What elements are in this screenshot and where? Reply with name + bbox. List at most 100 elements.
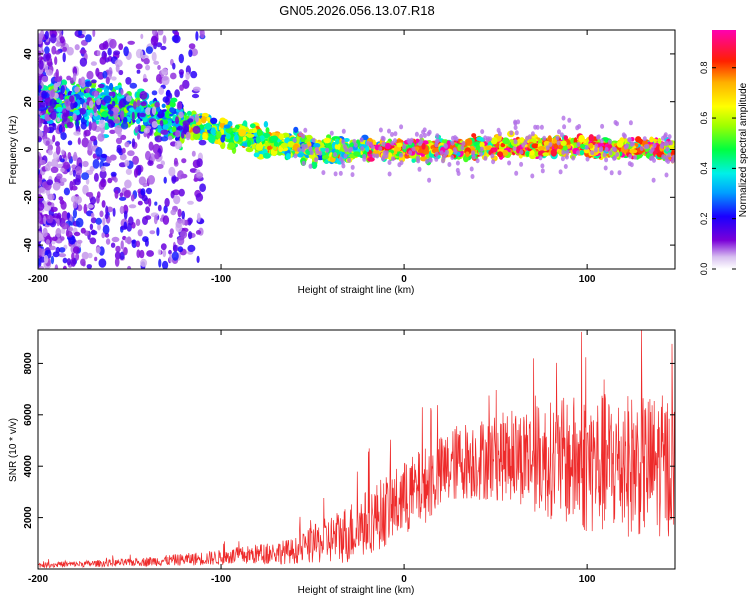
heatmap-cell <box>51 158 59 169</box>
heatmap-cell <box>372 153 376 159</box>
heatmap-cell <box>69 170 73 176</box>
heatmap-cell <box>652 157 656 163</box>
heatmap-cell <box>311 137 316 143</box>
heatmap-cell <box>135 218 141 226</box>
heatmap-cell <box>301 160 306 166</box>
heatmap-cell <box>381 141 386 147</box>
x-tick-label: 0 <box>401 274 407 285</box>
heatmap-cell <box>301 147 306 153</box>
heatmap-cell <box>44 46 50 55</box>
heatmap-cell <box>119 251 125 260</box>
heatmap-cell <box>521 142 526 148</box>
heatmap-cell <box>73 131 81 136</box>
heatmap-cell <box>616 140 624 148</box>
heatmap-cell <box>66 46 74 56</box>
heatmap-cell <box>178 53 184 64</box>
heatmap-cell <box>38 84 42 90</box>
heatmap-cell <box>333 171 338 177</box>
heatmap-cell <box>381 156 386 162</box>
heatmap-cell <box>259 135 265 142</box>
heatmap-cell <box>273 140 278 148</box>
heatmap-cell <box>47 149 53 156</box>
heatmap-cell <box>138 176 147 186</box>
heatmap-cell <box>483 155 488 161</box>
heatmap-cell <box>145 64 151 71</box>
heatmap-cell <box>441 158 445 164</box>
heatmap-cell <box>168 233 173 238</box>
heatmap-cell <box>382 150 387 156</box>
heatmap-cell <box>56 30 62 34</box>
heatmap-cell <box>553 143 559 150</box>
heatmap-cell <box>500 142 506 148</box>
heatmap-cell <box>192 132 201 140</box>
heatmap-cell <box>79 57 88 67</box>
heatmap-cell <box>67 226 74 232</box>
heatmap-cell <box>139 112 146 117</box>
heatmap-cell <box>329 130 334 136</box>
heatmap-cell <box>168 92 173 99</box>
heatmap-cell <box>62 112 68 122</box>
heatmap-cell <box>540 168 545 174</box>
heatmap-cell <box>157 30 164 36</box>
heatmap-cell <box>97 133 105 142</box>
heatmap-cell <box>38 201 45 211</box>
heatmap-cell <box>112 207 116 217</box>
heatmap-cell <box>165 104 171 109</box>
heatmap-cell <box>89 165 95 172</box>
heatmap-cell <box>265 127 270 134</box>
heatmap-cell <box>38 266 45 269</box>
heatmap-cell <box>652 143 657 149</box>
heatmap-cell <box>178 111 184 119</box>
heatmap-cell <box>192 125 201 134</box>
heatmap-cell <box>56 173 63 180</box>
heatmap-cell <box>67 140 73 146</box>
heatmap-cell <box>144 215 152 221</box>
heatmap-cell <box>530 173 535 179</box>
heatmap-cell <box>62 265 67 269</box>
heatmap-cell <box>479 151 483 157</box>
heatmap-cell <box>393 131 398 137</box>
heatmap-cell <box>113 110 119 120</box>
heatmap-cell <box>502 149 509 156</box>
heatmap-cell <box>103 52 108 59</box>
heatmap-cell <box>387 171 392 177</box>
heatmap-cell <box>101 200 106 208</box>
heatmap-cell <box>557 129 561 135</box>
heatmap-cell <box>76 239 83 244</box>
heatmap-cell <box>664 155 669 161</box>
heatmap-cell <box>195 230 202 235</box>
heatmap-cell <box>158 258 162 268</box>
heatmap-cell <box>89 112 93 118</box>
heatmap-cell <box>77 204 83 212</box>
heatmap-cell <box>145 206 151 214</box>
heatmap-cell <box>38 129 44 139</box>
heatmap-cell <box>411 158 416 163</box>
heatmap-cell <box>188 43 196 50</box>
heatmap-cell <box>151 121 158 128</box>
heatmap-cell <box>607 144 613 149</box>
heatmap-cell <box>108 120 115 128</box>
heatmap-cell <box>471 150 476 156</box>
heatmap-cell <box>613 120 618 125</box>
heatmap-cell <box>102 70 108 79</box>
heatmap-cell <box>151 90 158 96</box>
heatmap-cell <box>109 129 116 134</box>
heatmap-cell <box>80 76 86 87</box>
heatmap-cell <box>629 141 634 147</box>
heatmap-cell <box>117 131 122 137</box>
heatmap-cell <box>558 169 563 175</box>
heatmap-cell <box>145 46 153 54</box>
heatmap-cell <box>238 129 247 137</box>
heatmap-cell <box>74 178 81 186</box>
heatmap-cell <box>670 158 675 164</box>
heatmap-cell <box>414 131 419 137</box>
heatmap-cell <box>661 154 666 160</box>
heatmap-cell <box>367 157 375 162</box>
heatmap-cell <box>347 157 352 163</box>
heatmap-cell <box>38 213 42 223</box>
heatmap-cell <box>86 264 93 269</box>
heatmap-cell <box>530 131 535 137</box>
heatmap-cell <box>584 145 589 150</box>
heatmap-cell <box>103 95 112 104</box>
